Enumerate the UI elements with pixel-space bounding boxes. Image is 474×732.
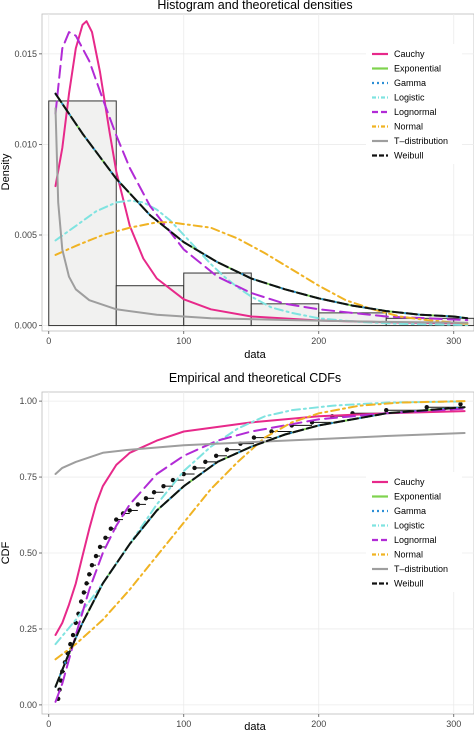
empirical-point [181, 471, 186, 477]
axis-ticks: 0 100 200 300 0.000 0.005 0.010 0.015 [14, 49, 461, 346]
legend-label: Weibull [394, 579, 423, 589]
legend-label: Normal [394, 550, 423, 560]
x-tick-label: 100 [176, 719, 191, 729]
empirical-point [93, 553, 99, 559]
y-tick-label: 1.00 [19, 396, 37, 406]
y-tick-label: 0.50 [19, 548, 37, 558]
x-tick-label: 100 [176, 336, 191, 346]
y-axis-label: CDF [0, 541, 12, 564]
empirical-point [81, 590, 87, 595]
legend-label: Lognormal [394, 107, 437, 117]
empirical-point [151, 490, 157, 495]
y-tick-label: 0.00 [19, 700, 37, 710]
cdf-curves [54, 400, 466, 703]
empirical-point [108, 526, 114, 531]
legend: Cauchy Exponential Gamma Logistic Lognormal N… [366, 44, 462, 164]
empirical-point [213, 453, 219, 458]
legend-label: Exponential [394, 64, 441, 74]
x-axis-label: data [244, 349, 266, 361]
legend-label: Logistic [394, 93, 425, 103]
series-line-weibull [54, 92, 469, 320]
empirical-point [424, 404, 429, 410]
legend-label: Logistic [394, 521, 425, 531]
empirical-point [114, 517, 119, 522]
empirical-point [103, 535, 108, 541]
y-tick-label: 0.015 [14, 49, 37, 59]
series-line-lognormal [54, 407, 466, 703]
legend: Cauchy Exponential Gamma Logistic Lognormal N… [366, 472, 462, 592]
empirical-cdf [56, 401, 463, 702]
series-line-lognormal [54, 31, 469, 322]
empirical-point [78, 599, 84, 604]
y-tick-label: 0.010 [14, 139, 37, 149]
x-tick-label: 300 [446, 336, 461, 346]
empirical-point [87, 572, 92, 577]
empirical-point [251, 435, 257, 440]
y-axis-label: Density [0, 153, 12, 190]
empirical-point [135, 502, 141, 507]
series-line-weibull [54, 406, 466, 688]
empirical-point [127, 508, 132, 513]
empirical-point [70, 632, 76, 638]
legend-label: Gamma [394, 78, 426, 88]
legend-label: Cauchy [394, 477, 425, 487]
x-tick-label: 200 [311, 719, 326, 729]
empirical-point [192, 465, 197, 471]
x-tick-label: 0 [46, 336, 51, 346]
y-tick-label: 0.75 [19, 472, 37, 482]
x-tick-label: 300 [446, 719, 461, 729]
chart-title: Histogram and theoretical densities [157, 0, 352, 12]
empirical-point [161, 483, 166, 489]
legend-label: Cauchy [394, 49, 425, 59]
empirical-point [203, 459, 208, 465]
density-curves [54, 20, 469, 326]
empirical-point [68, 641, 73, 647]
histogram-bar [115, 285, 185, 327]
empirical-point [143, 496, 149, 501]
empirical-point [97, 544, 103, 550]
empirical-point [84, 581, 89, 586]
series-line-normal [54, 400, 466, 661]
legend-background [366, 472, 462, 592]
empirical-point [269, 429, 274, 434]
empirical-point [170, 477, 176, 483]
legend-label: T–distribution [394, 564, 448, 574]
legend-label: Weibull [394, 151, 423, 161]
empirical-point [89, 562, 95, 568]
y-tick-label: 0.005 [14, 230, 37, 240]
density-panel: Histogram and theoretical densities 0 100… [0, 0, 474, 361]
legend-background [366, 44, 462, 164]
legend-label: Lognormal [394, 535, 437, 545]
empirical-point [224, 447, 230, 452]
y-tick-label: 0.000 [14, 321, 37, 331]
y-tick-label: 0.25 [19, 624, 37, 634]
legend-label: Exponential [394, 492, 441, 502]
legend-label: Gamma [394, 506, 426, 516]
empirical-point [384, 408, 389, 413]
axis-ticks: 0 100 200 300 0.00 0.25 0.50 0.75 1.00 [19, 396, 461, 729]
series-line-t-distribution [54, 107, 469, 324]
x-axis-label: data [244, 721, 266, 732]
chart-title: Empirical and theoretical CDFs [169, 371, 341, 385]
series-line-cauchy [54, 410, 466, 636]
legend-label: Normal [394, 122, 423, 132]
cdf-panel: Empirical and theoretical CDFs 0 100 200 30… [0, 371, 474, 732]
x-tick-label: 0 [46, 719, 51, 729]
legend-label: T–distribution [394, 136, 448, 146]
empirical-point [458, 401, 463, 407]
series-line-logistic [54, 199, 469, 326]
x-tick-label: 200 [311, 336, 326, 346]
series-line-t-distribution [54, 432, 466, 475]
